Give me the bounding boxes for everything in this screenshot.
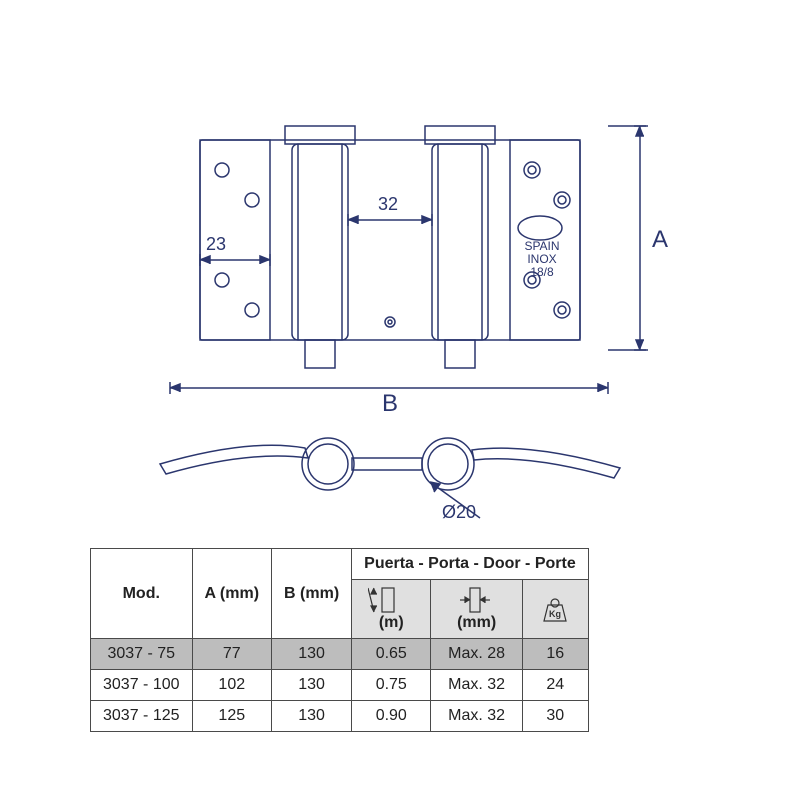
col-m-label: (m): [379, 614, 404, 631]
col-door-group: Puerta - Porta - Door - Porte: [352, 549, 589, 580]
col-a: A (mm): [192, 549, 272, 639]
col-mm-label: (mm): [457, 614, 496, 631]
weight-icon: Kg: [538, 595, 572, 623]
col-kg-icon: Kg: [522, 580, 588, 639]
cell-a: 102: [192, 670, 272, 701]
dim-b-label: B: [382, 390, 398, 418]
door-height-icon: [368, 586, 414, 614]
cell-mm: Max. 32: [431, 701, 522, 732]
col-mm-icon: (mm): [431, 580, 522, 639]
cell-m: 0.65: [352, 639, 431, 670]
cell-b: 130: [272, 701, 352, 732]
cell-mod: 3037 - 100: [91, 670, 193, 701]
col-b: B (mm): [272, 549, 352, 639]
dim-leaf-width: 23: [206, 234, 226, 255]
kg-text: Kg: [549, 609, 561, 619]
front-elevation-svg: [100, 70, 700, 410]
table-row: 3037 - 100 102 130 0.75 Max. 32 24: [91, 670, 589, 701]
dim-center-gap: 32: [378, 194, 398, 215]
front-elevation: 23 32 B A SPAIN INOX 18/8: [100, 70, 700, 410]
col-mod: Mod.: [91, 549, 193, 639]
cell-mm: Max. 32: [431, 670, 522, 701]
table-header-row-1: Mod. A (mm) B (mm) Puerta - Porta - Door…: [91, 549, 589, 580]
top-view-svg: [100, 420, 700, 530]
dim-a-label: A: [652, 226, 668, 254]
cell-mod: 3037 - 75: [91, 639, 193, 670]
cell-a: 77: [192, 639, 272, 670]
top-view: Ø20: [100, 420, 700, 530]
brand-stamp: SPAIN INOX 18/8: [520, 240, 564, 280]
cell-mod: 3037 - 125: [91, 701, 193, 732]
col-m-icon: (m): [352, 580, 431, 639]
spec-table: Mod. A (mm) B (mm) Puerta - Porta - Door…: [90, 548, 589, 732]
table-row: 3037 - 125 125 130 0.90 Max. 32 30: [91, 701, 589, 732]
cell-b: 130: [272, 639, 352, 670]
door-thickness-icon: [454, 586, 500, 614]
cell-kg: 16: [522, 639, 588, 670]
cell-mm: Max. 28: [431, 639, 522, 670]
stamp-line2: INOX 18/8: [520, 253, 564, 279]
technical-drawing-page: 23 32 B A SPAIN INOX 18/8: [0, 0, 800, 800]
dim-pin-dia: Ø20: [442, 502, 476, 523]
cell-a: 125: [192, 701, 272, 732]
cell-m: 0.90: [352, 701, 431, 732]
cell-m: 0.75: [352, 670, 431, 701]
table-row: 3037 - 75 77 130 0.65 Max. 28 16: [91, 639, 589, 670]
cell-kg: 24: [522, 670, 588, 701]
cell-b: 130: [272, 670, 352, 701]
cell-kg: 30: [522, 701, 588, 732]
